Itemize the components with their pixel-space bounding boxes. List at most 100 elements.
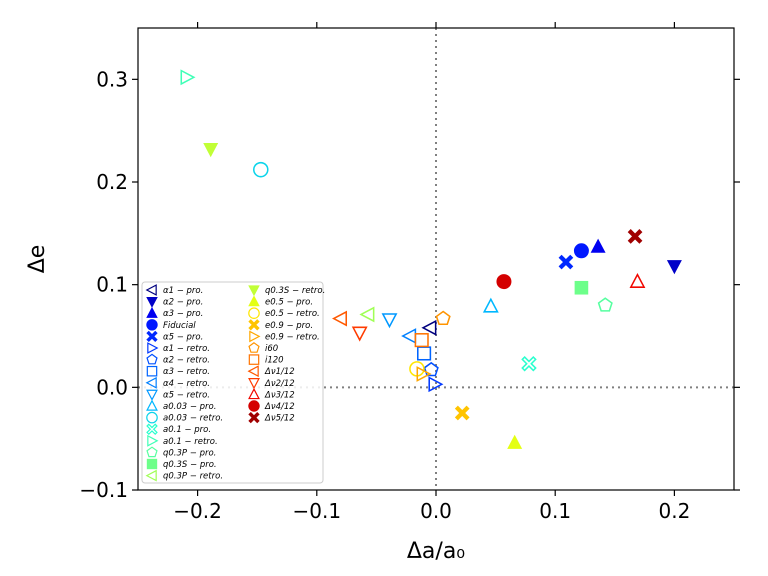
legend-marker xyxy=(248,354,260,365)
data-point xyxy=(331,310,348,327)
data-point xyxy=(574,280,589,295)
legend-label: i120 xyxy=(265,356,284,366)
legend-label: a0.03 − pro. xyxy=(163,402,216,412)
y-tick-label: −0.1 xyxy=(79,478,128,502)
legend-marker xyxy=(146,389,158,401)
legend-label: q0.3P − pro. xyxy=(163,448,216,458)
legend-label: Δν1/12 xyxy=(264,367,295,377)
data-point xyxy=(428,376,444,393)
y-tick-label: 0.1 xyxy=(96,273,128,297)
data-point xyxy=(482,297,499,313)
data-point xyxy=(351,326,368,342)
legend-label: q0.3S − pro. xyxy=(163,460,217,470)
data-point xyxy=(597,297,613,312)
legend-marker xyxy=(146,446,158,458)
data-point xyxy=(666,260,682,275)
legend-marker xyxy=(248,378,260,390)
data-point xyxy=(421,319,437,336)
legend-box xyxy=(141,281,324,484)
legend-label: α5 − pro. xyxy=(163,332,203,342)
legend-marker xyxy=(248,411,260,424)
legend-label: q0.3S − retro. xyxy=(265,286,325,296)
legend-marker xyxy=(248,342,260,353)
data-point xyxy=(423,361,439,377)
y-axis-title: Δe xyxy=(25,245,50,274)
legend-marker xyxy=(247,365,259,378)
data-point xyxy=(573,243,589,259)
data-point xyxy=(629,272,646,288)
legend-marker xyxy=(147,434,159,447)
data-point xyxy=(590,238,606,253)
legend-marker xyxy=(248,400,260,412)
x-axis-title: Δa/a₀ xyxy=(407,539,465,564)
legend-label: e0.5 − retro. xyxy=(265,309,320,319)
legend-label: α3 − retro. xyxy=(163,367,210,377)
data-point xyxy=(558,254,574,270)
data-point xyxy=(627,229,643,244)
x-tick-label: −0.1 xyxy=(293,499,342,523)
legend-label: α3 − pro. xyxy=(163,309,203,319)
legend-marker xyxy=(146,306,158,318)
legend-label: α1 − pro. xyxy=(163,286,203,296)
data-point xyxy=(521,355,537,372)
legend-marker xyxy=(146,399,158,411)
legend-label: Δν3/12 xyxy=(264,390,295,400)
reference-lines xyxy=(138,28,734,490)
legend-marker xyxy=(145,469,157,482)
legend-label: i60 xyxy=(265,344,278,354)
data-point xyxy=(416,366,432,382)
x-tick-label: −0.2 xyxy=(173,499,222,523)
legend-label: a0.1 − pro. xyxy=(163,425,211,435)
legend-marker xyxy=(146,353,158,365)
data-point xyxy=(454,405,470,421)
data-point xyxy=(253,161,269,178)
legend-marker xyxy=(146,296,158,308)
data-points xyxy=(180,69,682,449)
axis-ticks: −0.2 −0.1 0.0 0.1 0.2 −0.1 0.0 0.1 0.2 0.3 xyxy=(79,22,740,523)
legend-marker xyxy=(145,284,157,296)
data-point xyxy=(507,434,523,449)
legend-label: e0.9 − pro. xyxy=(265,321,313,331)
legend-label: e0.9 − retro. xyxy=(265,332,320,342)
data-point xyxy=(414,333,429,348)
legend-marker xyxy=(147,342,159,354)
legend-marker xyxy=(146,423,158,435)
data-point xyxy=(496,274,512,290)
legend-label: q0.3P − retro. xyxy=(163,472,223,482)
legend-marker xyxy=(146,411,158,424)
legend-label: a0.1 − retro. xyxy=(163,437,218,447)
data-point xyxy=(203,143,219,158)
legend-marker xyxy=(249,330,261,343)
legend-label: α4 − retro. xyxy=(163,379,210,389)
legend-marker xyxy=(248,387,260,400)
legend-label: α5 − retro. xyxy=(163,390,210,400)
legend-marker xyxy=(145,376,157,389)
legend-label: α1 − retro. xyxy=(163,344,210,354)
y-tick-label: 0.0 xyxy=(96,375,128,399)
x-tick-label: 0.0 xyxy=(420,499,452,523)
data-point xyxy=(381,313,398,329)
legend-label: Fiducial xyxy=(163,321,196,331)
data-point xyxy=(359,306,375,323)
legend-label: e0.5 − pro. xyxy=(265,298,313,308)
legend-label: α2 − pro. xyxy=(163,298,203,308)
data-point xyxy=(435,310,451,325)
legend-marker xyxy=(146,365,158,377)
y-tick-label: 0.3 xyxy=(96,67,128,91)
y-tick-label: 0.2 xyxy=(96,170,128,194)
legend-label: Δν4/12 xyxy=(264,402,295,412)
legend-marker xyxy=(248,295,260,307)
legend-label: α2 − retro. xyxy=(163,356,210,366)
legend-label: Δν2/12 xyxy=(264,379,295,389)
legend-label: a0.03 − retro. xyxy=(163,414,223,424)
legend-label: Δν5/12 xyxy=(264,414,295,424)
legend-marker xyxy=(248,307,260,319)
legend-marker xyxy=(248,285,260,297)
x-tick-label: 0.2 xyxy=(658,499,690,523)
legend-marker xyxy=(146,319,158,331)
data-point xyxy=(180,69,196,86)
legend-marker xyxy=(248,319,260,331)
